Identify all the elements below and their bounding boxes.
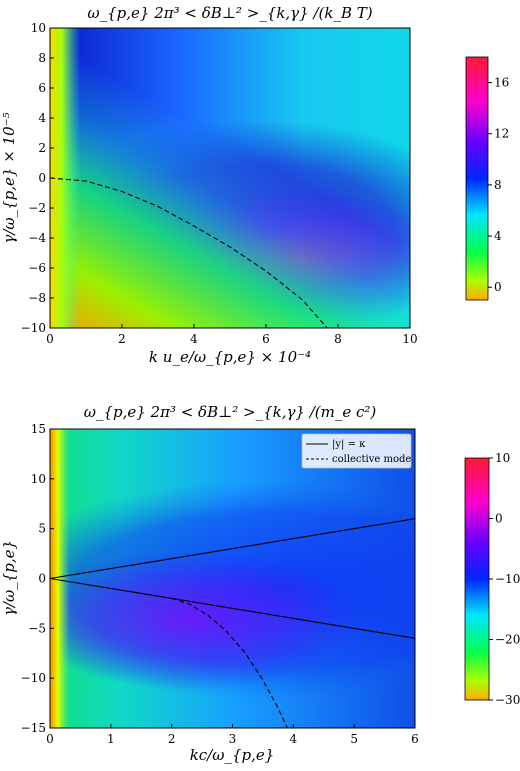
colorbar-tick-label-top: 8 [494, 178, 502, 192]
x-tick-label-top: 0 [46, 332, 54, 346]
colorbar-tick-label-bottom: 0 [495, 512, 503, 526]
colorbar-tick-label-top: 4 [494, 229, 502, 243]
colorbar-top-ticks: 0 4 8 12 16 [488, 76, 509, 294]
x-tick-label-top: 4 [190, 332, 198, 346]
x-tick-label-bottom: 4 [290, 732, 298, 746]
x-axis-label-top: k u_e/ω_{p,e} × 10⁻⁴ [149, 348, 311, 366]
y-tick-label-bottom: −5 [28, 621, 46, 635]
y-tick-label-bottom: 0 [38, 572, 46, 586]
curves-bottom [49, 518, 416, 729]
x-tick-label-bottom: 2 [168, 732, 176, 746]
y-tick-label-bottom: 5 [38, 522, 46, 536]
legend-label-solid: |y| = κ [332, 439, 366, 450]
y-tick-label-top: −10 [21, 321, 46, 335]
y-tick-label-bottom: 10 [31, 472, 46, 486]
y-tick-label-top: −8 [28, 291, 46, 305]
y-ticks-bottom: −15 −10 −5 0 5 10 15 [21, 422, 54, 735]
colorbar-top: 0 4 8 12 16 [465, 56, 509, 301]
colorbar-bottom-gradient [464, 457, 490, 701]
legend-label-dashed: collective mode [332, 454, 411, 465]
y-ticks-top: −10 −8 −6 −4 −2 0 2 4 6 8 10 [21, 21, 54, 335]
colorbar-top-gradient [465, 56, 489, 301]
x-tick-label-bottom: 0 [46, 732, 54, 746]
legend-box [301, 433, 412, 469]
y-tick-label-bottom: 15 [31, 422, 46, 436]
heatmap-bottom-mode-glow [50, 429, 415, 728]
x-tick-label-bottom: 1 [107, 732, 115, 746]
y-tick-label-top: 0 [38, 171, 46, 185]
collective-mode-curve-top [49, 177, 328, 329]
colorbar-tick-label-bottom: −20 [495, 633, 520, 647]
y-tick-label-top: −6 [28, 261, 46, 275]
colorbar-tick-label-bottom: −10 [495, 572, 520, 586]
y-tick-label-top: −4 [28, 231, 46, 245]
abs-y-kappa-line-bottom [49, 577, 416, 639]
y-tick-label-top: −2 [28, 201, 46, 215]
x-tick-label-top: 8 [334, 332, 342, 346]
abs-y-kappa-line-bottom [49, 518, 416, 580]
x-ticks-bottom: 0 1 2 3 4 5 6 [46, 724, 419, 746]
colorbar-tick-label-top: 16 [494, 76, 509, 90]
y-tick-label-top: 8 [38, 51, 46, 65]
heatmap-top-left-wedge [50, 28, 410, 328]
heatmap-top [50, 28, 410, 328]
y-tick-label-bottom: −15 [21, 721, 46, 735]
x-tick-label-top: 6 [262, 332, 270, 346]
y-tick-label-bottom: −10 [21, 671, 46, 685]
chart-title-bottom: ω_{p,e} 2π³ < δB⊥² >_{k,γ} /(m_e c²) [84, 403, 377, 421]
curves-top [49, 177, 328, 329]
colorbar-bottom-ticks: −30 −20 −10 0 10 [489, 451, 520, 707]
heatmap-bottom-low-k-strip [50, 429, 70, 728]
colorbar-bottom: −30 −20 −10 0 10 [464, 451, 520, 707]
y-tick-label-top: 2 [38, 141, 46, 155]
y-tick-label-top: 4 [38, 111, 46, 125]
panel-top: ω_{p,e} 2π³ < δB⊥² >_{k,γ} /(k_B T) 0 2 4 6… [0, 4, 509, 366]
y-axis-label-bottom: γ/ω_{p,e} [0, 540, 18, 616]
x-ticks-top: 0 2 4 6 8 10 [46, 324, 418, 346]
colorbar-tick-label-top: 12 [494, 127, 509, 141]
panel-bottom: ω_{p,e} 2π³ < δB⊥² >_{k,γ} /(m_e c²) 0 1 2… [0, 403, 520, 764]
chart-title-top: ω_{p,e} 2π³ < δB⊥² >_{k,γ} /(k_B T) [87, 4, 372, 22]
x-tick-label-bottom: 6 [411, 732, 419, 746]
x-tick-label-bottom: 5 [350, 732, 358, 746]
y-tick-label-top: 10 [31, 21, 46, 35]
colorbar-tick-label-top: 0 [494, 280, 502, 294]
heatmap-bottom [50, 429, 415, 728]
y-tick-label-top: 6 [38, 81, 46, 95]
y-axis-label-top: γ/ω_{p,e} × 10⁻⁵ [0, 112, 18, 243]
legend-bottom: |y| = κ collective mode [301, 433, 412, 469]
colorbar-tick-label-bottom: −30 [495, 693, 520, 707]
x-axis-label-bottom: kc/ω_{p,e} [190, 746, 275, 764]
x-tick-label-top: 2 [118, 332, 126, 346]
collective-mode-curve-bottom [171, 597, 288, 729]
colorbar-tick-label-bottom: 10 [495, 451, 510, 465]
x-tick-label-bottom: 3 [229, 732, 237, 746]
x-tick-label-top: 10 [402, 332, 417, 346]
